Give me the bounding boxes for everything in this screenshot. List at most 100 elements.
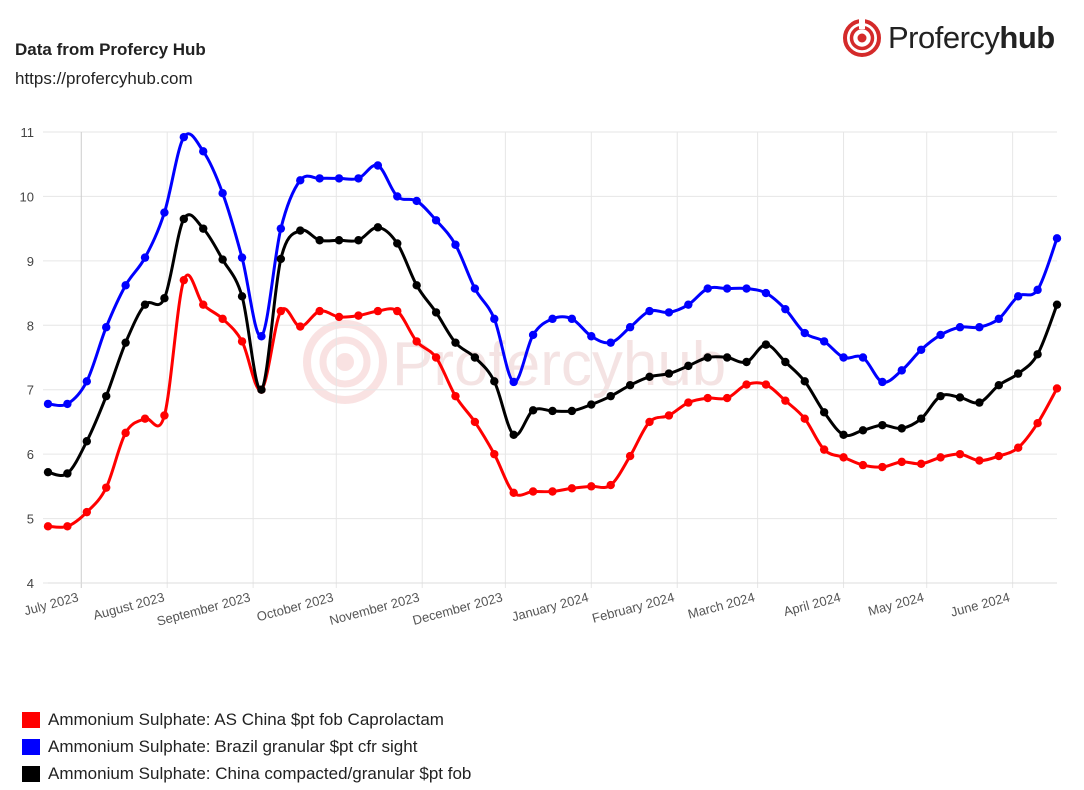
x-tick-label: December 2023: [411, 589, 504, 627]
data-point: [451, 240, 460, 249]
data-point: [237, 292, 247, 301]
data-point: [722, 284, 732, 293]
data-point: [140, 253, 150, 262]
data-point: [237, 337, 247, 346]
data-point: [160, 208, 169, 217]
data-point: [684, 300, 693, 309]
x-tick-label: March 2024: [686, 589, 756, 621]
data-point: [82, 437, 92, 446]
data-point: [218, 314, 227, 324]
x-tick-label: November 2023: [328, 589, 421, 627]
data-point: [839, 453, 848, 462]
data-point: [393, 306, 402, 316]
data-point: [975, 456, 984, 465]
data-point: [199, 224, 208, 233]
data-point: [722, 353, 732, 362]
data-point: [916, 414, 926, 423]
y-tick-label: 11: [21, 125, 35, 140]
data-point: [102, 391, 111, 401]
data-point: [528, 406, 538, 415]
data-point: [121, 428, 130, 438]
legend-swatch: [22, 765, 40, 782]
data-point: [296, 322, 305, 331]
legend-item-china-compacted[interactable]: Ammonium Sulphate: China compacted/granu…: [22, 760, 471, 787]
data-point: [664, 369, 674, 378]
data-point: [490, 314, 499, 324]
data-point: [237, 253, 247, 262]
data-point: [276, 224, 286, 233]
data-point: [451, 391, 460, 401]
data-point: [509, 430, 518, 440]
data-point: [684, 398, 693, 407]
logo-text-light: Profercy: [888, 20, 1000, 55]
legend-swatch: [22, 738, 40, 755]
data-point: [1052, 300, 1062, 309]
data-point: [218, 189, 227, 198]
data-point: [800, 377, 809, 386]
data-point: [975, 398, 984, 407]
x-tick-label: January 2024: [510, 589, 590, 624]
data-point: [121, 281, 130, 290]
data-point: [257, 332, 266, 341]
data-point: [354, 236, 363, 245]
data-point: [354, 174, 363, 183]
data-point: [43, 399, 53, 409]
data-point: [140, 300, 150, 309]
data-point: [509, 488, 518, 497]
legend-item-caprolactam[interactable]: Ammonium Sulphate: AS China $pt fob Capr…: [22, 706, 471, 733]
data-point: [994, 314, 1003, 324]
data-point: [955, 393, 965, 402]
data-point: [315, 236, 324, 245]
data-point: [548, 487, 557, 496]
data-point: [664, 411, 674, 420]
data-point: [878, 462, 887, 472]
data-point: [1052, 384, 1062, 393]
data-point: [470, 353, 480, 362]
data-point: [412, 281, 421, 290]
data-point: [664, 308, 674, 317]
data-point: [470, 284, 480, 293]
x-tick-label: February 2024: [590, 589, 676, 625]
data-point: [1013, 369, 1023, 378]
data-point: [160, 294, 169, 303]
profercyhub-logo[interactable]: Profercyhub: [842, 16, 1055, 60]
data-point: [334, 174, 344, 183]
data-point: [82, 507, 92, 517]
chart-legend: Ammonium Sulphate: AS China $pt fob Capr…: [22, 706, 471, 787]
logo-wordmark: Profercyhub: [888, 20, 1055, 56]
data-point: [703, 284, 712, 293]
data-point: [393, 239, 402, 248]
data-point: [567, 484, 577, 493]
y-tick-label: 10: [20, 189, 34, 204]
data-point: [63, 522, 72, 531]
data-point: [179, 275, 189, 285]
series-brazil-granular: [43, 132, 1062, 409]
data-point: [102, 323, 111, 332]
data-point: [276, 306, 286, 316]
data-point: [1013, 292, 1023, 301]
data-point: [548, 406, 557, 416]
data-point: [645, 372, 654, 382]
data-point: [470, 417, 480, 427]
data-point: [781, 357, 790, 367]
data-point: [975, 323, 984, 332]
data-point: [528, 330, 538, 340]
data-point: [994, 451, 1003, 461]
data-point: [839, 430, 848, 440]
legend-item-brazil-granular[interactable]: Ammonium Sulphate: Brazil granular $pt c…: [22, 733, 471, 760]
data-point: [296, 176, 305, 185]
x-tick-label: October 2023: [255, 589, 335, 624]
source-url: https://profercyhub.com: [15, 69, 193, 88]
data-point: [761, 340, 771, 349]
x-tick-label: August 2023: [92, 589, 166, 622]
data-point: [606, 338, 615, 347]
legend-label: Ammonium Sulphate: China compacted/granu…: [48, 763, 472, 783]
data-point: [257, 385, 266, 394]
data-point: [955, 449, 965, 459]
data-point: [587, 482, 596, 491]
data-point: [373, 161, 383, 170]
data-point: [761, 288, 771, 298]
series-group: [43, 132, 1062, 531]
data-point: [199, 300, 208, 309]
data-point: [354, 311, 363, 320]
